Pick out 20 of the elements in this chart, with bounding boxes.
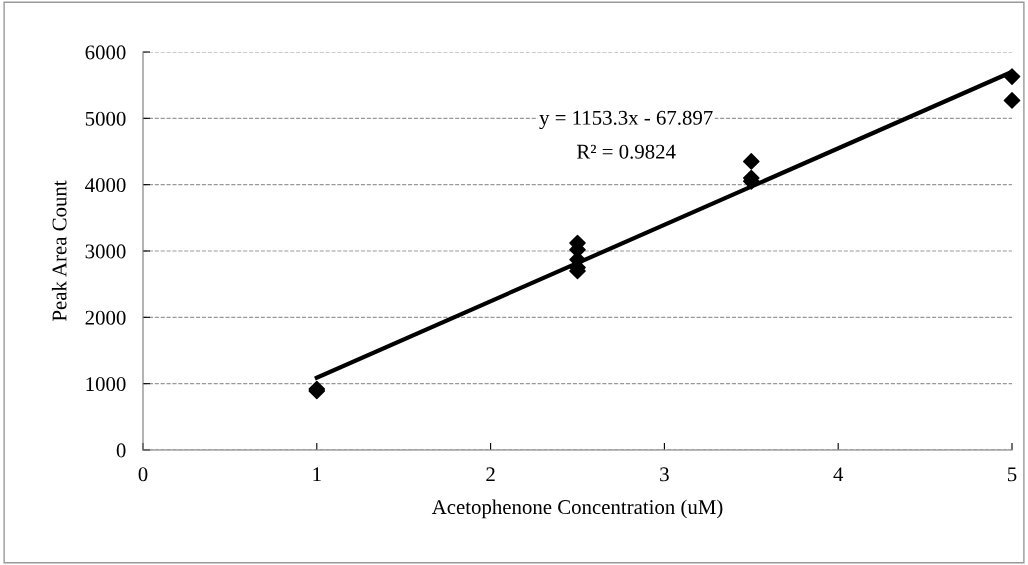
x-tick-label: 1 <box>313 467 321 482</box>
x-tick-label: 0 <box>138 467 148 482</box>
y-tick-label: 3000 <box>85 244 126 259</box>
y-axis-title: Peak Area Count <box>51 180 67 321</box>
y-tick-label: 0 <box>116 443 126 458</box>
y-tick-label: 6000 <box>85 45 126 60</box>
x-tick-label: 4 <box>833 467 844 482</box>
x-tick-label: 5 <box>1008 467 1017 482</box>
y-tick-label: 4000 <box>85 178 126 193</box>
point <box>742 153 760 170</box>
x-axis-title: Acetophenone Concentration (uM) <box>431 499 723 519</box>
point <box>1003 68 1021 85</box>
y-tick-label: 1000 <box>86 377 126 392</box>
y-tick-label: 2000 <box>85 310 126 325</box>
x-tick-label: 2 <box>486 467 495 482</box>
x-tick-label: 3 <box>660 467 669 482</box>
point <box>1003 92 1021 109</box>
annotation: y = 1153.3x - 67.897 <box>539 110 713 130</box>
y-tick-label: 5000 <box>85 111 126 126</box>
annotation: R² = 0.9824 <box>576 144 676 159</box>
